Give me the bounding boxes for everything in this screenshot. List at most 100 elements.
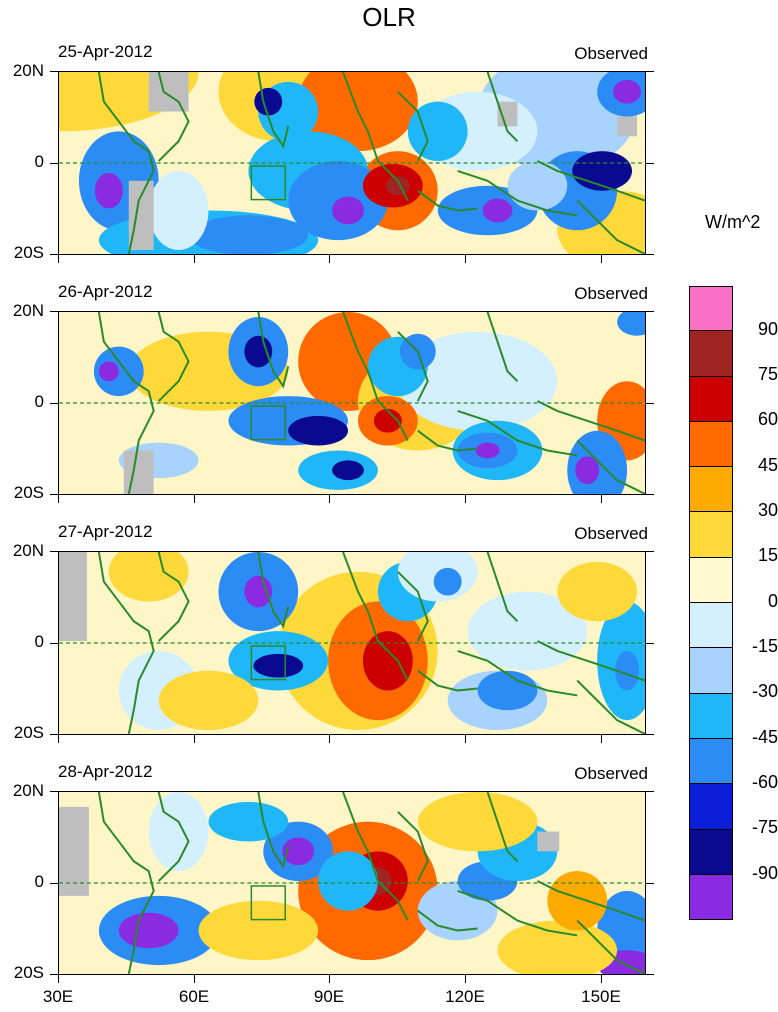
missing-data-region bbox=[537, 831, 560, 852]
x-axis-tick bbox=[194, 975, 196, 983]
panel-label-3: Observed bbox=[574, 524, 648, 543]
legend-label-m30: -30 bbox=[751, 681, 778, 701]
olr-map-4 bbox=[59, 792, 645, 974]
coastline bbox=[576, 679, 645, 734]
xtick-90e: 90E bbox=[313, 987, 345, 1006]
legend-label-60: 60 bbox=[757, 409, 778, 429]
olr-anomaly-region bbox=[417, 792, 538, 852]
y-axis-tick bbox=[50, 883, 58, 885]
olr-anomaly-region bbox=[118, 912, 179, 949]
olr-anomaly-region bbox=[108, 552, 189, 602]
y-axis-tick bbox=[50, 311, 58, 313]
olr-anomaly-region bbox=[318, 851, 378, 911]
panel-label-4: Observed bbox=[574, 764, 648, 783]
y-axis-tick bbox=[50, 71, 58, 73]
legend-label-30: 30 bbox=[757, 500, 778, 520]
panel-date-2: 26-Apr-2012 bbox=[58, 282, 153, 301]
missing-data-region bbox=[497, 101, 518, 127]
missing-data-region bbox=[617, 116, 638, 137]
coastline bbox=[576, 919, 645, 974]
coastline bbox=[417, 189, 478, 212]
ytick-20s-2: 20S bbox=[13, 483, 44, 502]
olr-anomaly-region bbox=[332, 196, 364, 225]
ytick-20n-4: 20N bbox=[12, 781, 44, 800]
y-axis-tick bbox=[50, 551, 58, 553]
legend-label-m75: -75 bbox=[751, 817, 778, 837]
x-axis-tick bbox=[329, 255, 331, 263]
olr-anomaly-region bbox=[158, 670, 259, 731]
coastline bbox=[486, 72, 519, 142]
x-axis-tick bbox=[329, 495, 331, 503]
olr-anomaly-region bbox=[288, 415, 349, 446]
ytick-20s-4: 20S bbox=[13, 963, 44, 982]
legend-label-75: 75 bbox=[757, 364, 778, 384]
x-axis-tick bbox=[58, 975, 60, 983]
legend-swatch bbox=[689, 829, 733, 875]
olr-anomaly-region bbox=[373, 408, 402, 433]
x-axis-tick bbox=[58, 255, 60, 263]
coastline bbox=[342, 72, 409, 202]
coastline bbox=[157, 312, 190, 402]
coastline bbox=[417, 909, 478, 932]
reference-box bbox=[250, 885, 286, 921]
olr-anomaly-region bbox=[208, 801, 289, 842]
x-axis-tick bbox=[465, 975, 467, 983]
coastline bbox=[157, 72, 190, 162]
x-axis-tick bbox=[194, 495, 196, 503]
coastline bbox=[397, 811, 429, 882]
olr-anomaly-region bbox=[244, 335, 273, 368]
coastline bbox=[257, 552, 290, 629]
legend-label-0: 0 bbox=[767, 591, 778, 611]
olr-anomaly-region bbox=[617, 312, 645, 336]
map-panel-3 bbox=[58, 551, 646, 735]
olr-anomaly-region bbox=[433, 567, 462, 596]
olr-anomaly-region bbox=[244, 575, 273, 608]
coastline bbox=[457, 409, 578, 457]
x-axis-tick bbox=[58, 735, 60, 743]
legend-swatch bbox=[689, 784, 733, 830]
map-panel-2 bbox=[58, 311, 646, 495]
olr-anomaly-region bbox=[253, 653, 304, 678]
reference-box bbox=[250, 405, 286, 441]
olr-anomaly-region bbox=[407, 101, 468, 162]
missing-data-region bbox=[59, 806, 89, 896]
ytick-0-4: 0 bbox=[34, 872, 44, 891]
coastline bbox=[157, 552, 190, 642]
x-axis-tick bbox=[465, 255, 467, 263]
x-axis-tick bbox=[194, 735, 196, 743]
olr-anomaly-region bbox=[475, 442, 500, 459]
x-axis-tick bbox=[601, 975, 603, 983]
panel-label-2: Observed bbox=[574, 284, 648, 303]
olr-anomaly-region bbox=[94, 172, 123, 209]
y-axis-tick bbox=[646, 734, 654, 736]
legend-swatch bbox=[689, 286, 733, 332]
ytick-20n-1: 20N bbox=[12, 61, 44, 80]
coastline bbox=[397, 91, 429, 162]
legend-swatch bbox=[689, 874, 733, 921]
y-axis-tick bbox=[50, 974, 58, 976]
xtick-120e: 120E bbox=[445, 987, 485, 1006]
panel-label-1: Observed bbox=[574, 44, 648, 63]
ytick-0-1: 0 bbox=[34, 152, 44, 171]
legend-label-m60: -60 bbox=[751, 772, 778, 792]
legend-label-m15: -15 bbox=[751, 636, 778, 656]
legend-swatch bbox=[689, 557, 733, 604]
legend-swatch bbox=[689, 421, 733, 468]
y-axis-tick bbox=[50, 403, 58, 405]
olr-anomaly-region bbox=[397, 331, 558, 431]
ytick-20s-3: 20S bbox=[13, 723, 44, 742]
coastline bbox=[457, 169, 578, 217]
y-axis-tick bbox=[50, 734, 58, 736]
coastline bbox=[342, 552, 409, 682]
olr-anomaly-region bbox=[497, 920, 618, 974]
panel-date-3: 27-Apr-2012 bbox=[58, 522, 153, 541]
coastline bbox=[157, 792, 190, 882]
xtick-30e: 30E bbox=[42, 987, 74, 1006]
coastline bbox=[536, 640, 645, 682]
y-axis-tick bbox=[646, 643, 654, 645]
coastline bbox=[457, 889, 578, 937]
y-axis-tick bbox=[50, 494, 58, 496]
coastline bbox=[397, 571, 429, 642]
olr-anomaly-region bbox=[282, 837, 315, 866]
panel-date-4: 28-Apr-2012 bbox=[58, 762, 153, 781]
